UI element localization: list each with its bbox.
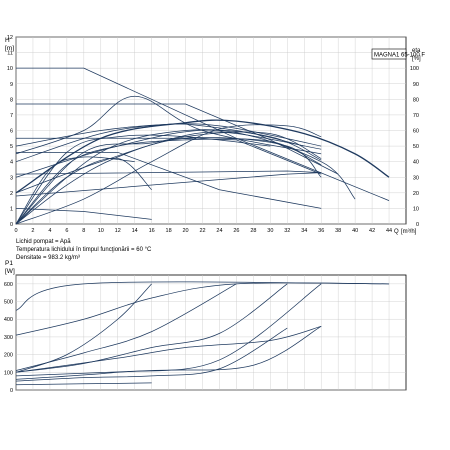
y-tick-label: 0 xyxy=(10,222,13,228)
power-curve-4 xyxy=(15,283,288,373)
y2-tick-label: 0 xyxy=(416,222,419,228)
power-grid: 0 100 200 300 400 500 600 xyxy=(4,274,407,394)
y2-tick-label: 20 xyxy=(413,191,419,197)
y2-tick-label: 10 xyxy=(413,206,419,212)
x-tick-label: 20 xyxy=(183,228,189,234)
x-tick-label: 10 xyxy=(98,228,104,234)
x-axis-unit: [m³/h] xyxy=(401,229,417,235)
eta-curve-19 xyxy=(15,129,356,200)
x-tick-label: 22 xyxy=(199,228,205,234)
eta-curve-18 xyxy=(15,95,322,155)
y-tick-label: 12 xyxy=(7,35,13,41)
axis-labels: H [m] eta [%] MAGNA1 65-100 F Q [m³/h] L… xyxy=(5,37,425,275)
system-curve-11 xyxy=(15,157,152,225)
power-curve-1 xyxy=(15,282,390,336)
power-y-tick-label: 400 xyxy=(4,317,13,323)
power-y-tick-label: 300 xyxy=(4,335,13,341)
x-tick-label: 14 xyxy=(132,228,138,234)
x-tick-label: 16 xyxy=(149,228,155,234)
x-tick-label: 34 xyxy=(301,228,307,234)
x-tick-label: 0 xyxy=(14,228,17,234)
y-tick-label: 9 xyxy=(10,82,13,88)
y-tick-label: 8 xyxy=(10,97,13,103)
x-axis-label: Q xyxy=(394,229,399,235)
head-grid: 0 2 4 6 8 10 12 14 16 18 20 22 24 26 28 30 32 34 36 38 40 42 4… xyxy=(7,35,419,234)
x-tick-label: 28 xyxy=(250,228,256,234)
x-tick-label: 26 xyxy=(233,228,239,234)
power-y-tick-label: 500 xyxy=(4,300,13,306)
power-curve-5 xyxy=(15,325,322,373)
power-y-tick-label: 0 xyxy=(10,388,13,394)
eta-curve-20 xyxy=(15,137,322,194)
y2-tick-label: 50 xyxy=(413,144,419,150)
x-tick-label: 36 xyxy=(318,228,324,234)
power-curve-8 xyxy=(15,327,288,382)
eta-curve-17 xyxy=(15,123,322,163)
chart-title: MAGNA1 65-100 F xyxy=(374,53,425,59)
y2-tick-label: 70 xyxy=(413,113,419,119)
y2-axis-label: eta xyxy=(412,48,421,54)
power-curve-7 xyxy=(15,325,322,377)
power-curve-3 xyxy=(15,283,237,371)
x-tick-label: 2 xyxy=(31,228,34,234)
y2-tick-label: 40 xyxy=(413,160,419,166)
y-axis-unit: [m] xyxy=(5,45,14,52)
x-tick-label: 42 xyxy=(369,228,375,234)
y-axis-label: H xyxy=(5,37,10,44)
head-curve-4 xyxy=(15,170,322,175)
x-tick-label: 38 xyxy=(335,228,341,234)
title-box xyxy=(371,48,407,60)
x-tick-label: 44 xyxy=(386,228,392,234)
power-y-tick-label: 200 xyxy=(4,353,13,359)
power-y-axis-unit: [W] xyxy=(5,268,15,275)
x-tick-label: 4 xyxy=(48,228,51,234)
note-temperature: Temperatura lichidului în timpul funcţio… xyxy=(16,247,152,253)
x-tick-label: 8 xyxy=(82,228,85,234)
head-curve-5 xyxy=(15,172,322,197)
power-y-tick-label: 600 xyxy=(4,282,13,288)
x-tick-label: 30 xyxy=(267,228,273,234)
head-curve-0 xyxy=(16,67,390,201)
power-curve-2 xyxy=(15,283,152,373)
y-tick-label: 10 xyxy=(7,66,13,72)
y2-tick-label: 60 xyxy=(413,129,419,135)
power-y-axis-label: P1 xyxy=(5,260,13,267)
eta-curve-15 xyxy=(15,119,390,194)
y-tick-label: 4 xyxy=(10,160,13,166)
x-tick-label: 32 xyxy=(284,228,290,234)
y-tick-label: 7 xyxy=(10,113,13,119)
note-fluid: Lichid pompat = Apă xyxy=(16,239,71,245)
power-series-group xyxy=(15,281,390,386)
y-tick-label: 6 xyxy=(10,129,13,135)
head-curve-6 xyxy=(15,208,152,220)
power-y-tick-label: 100 xyxy=(4,370,13,376)
y-tick-label: 1 xyxy=(10,206,13,212)
x-tick-label: 24 xyxy=(216,228,222,234)
system-curve-10 xyxy=(15,131,322,225)
note-density: Densitate = 983.2 kg/m³ xyxy=(16,255,80,261)
y2-tick-label: 30 xyxy=(413,175,419,181)
head-series-group xyxy=(15,67,390,225)
y2-tick-label: 100 xyxy=(410,66,419,72)
y-tick-label: 2 xyxy=(10,191,13,197)
x-tick-label: 40 xyxy=(352,228,358,234)
x-tick-label: 12 xyxy=(115,228,121,234)
y2-tick-label: 90 xyxy=(413,82,419,88)
x-tick-label: 6 xyxy=(65,228,68,234)
system-curve-14 xyxy=(15,134,271,225)
system-curve-7 xyxy=(15,124,322,225)
y-tick-label: 3 xyxy=(10,175,13,181)
y2-tick-label: 80 xyxy=(413,97,419,103)
head-curve-1 xyxy=(16,103,339,175)
y-tick-label: 5 xyxy=(10,144,13,150)
x-tick-label: 18 xyxy=(166,228,172,234)
y-tick-label: 11 xyxy=(7,51,13,57)
y2-axis-unit: [%] xyxy=(412,56,421,62)
power-curve-9 xyxy=(15,382,152,386)
